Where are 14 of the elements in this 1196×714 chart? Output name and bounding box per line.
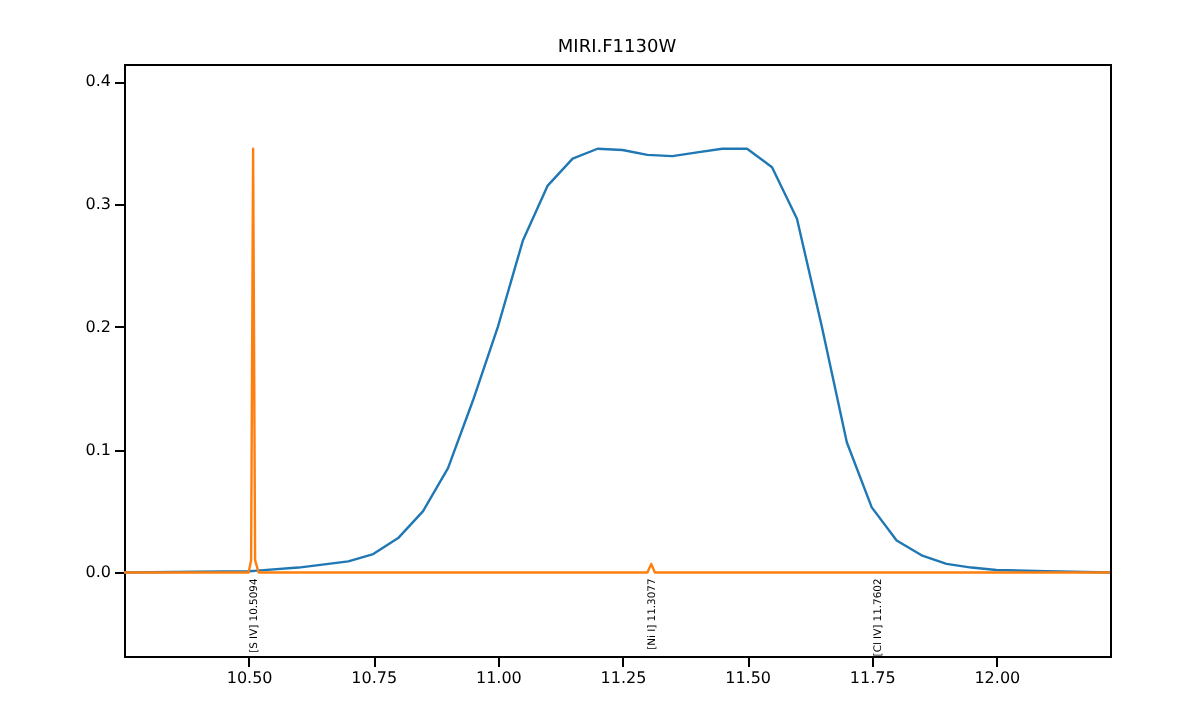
x-tick-label: 11.00 bbox=[475, 669, 522, 687]
x-tick-label: 10.50 bbox=[226, 669, 273, 687]
y-tick-label: 0.1 bbox=[85, 440, 111, 459]
y-tick-label: 0.0 bbox=[85, 563, 111, 582]
line-series bbox=[124, 147, 1110, 574]
y-tick-label: 0.3 bbox=[85, 195, 111, 214]
x-tick-label: 11.75 bbox=[849, 669, 896, 687]
chart-title: MIRI.F1130W bbox=[557, 38, 677, 58]
x-tick-label: 10.75 bbox=[351, 669, 398, 687]
x-tick-label: 11.25 bbox=[600, 669, 647, 687]
y-tick-label: 0.4 bbox=[85, 72, 111, 91]
x-tick-label: 12.00 bbox=[974, 669, 1021, 687]
x-tick-label: 11.50 bbox=[725, 669, 772, 687]
y-tick-label: 0.2 bbox=[85, 317, 111, 336]
